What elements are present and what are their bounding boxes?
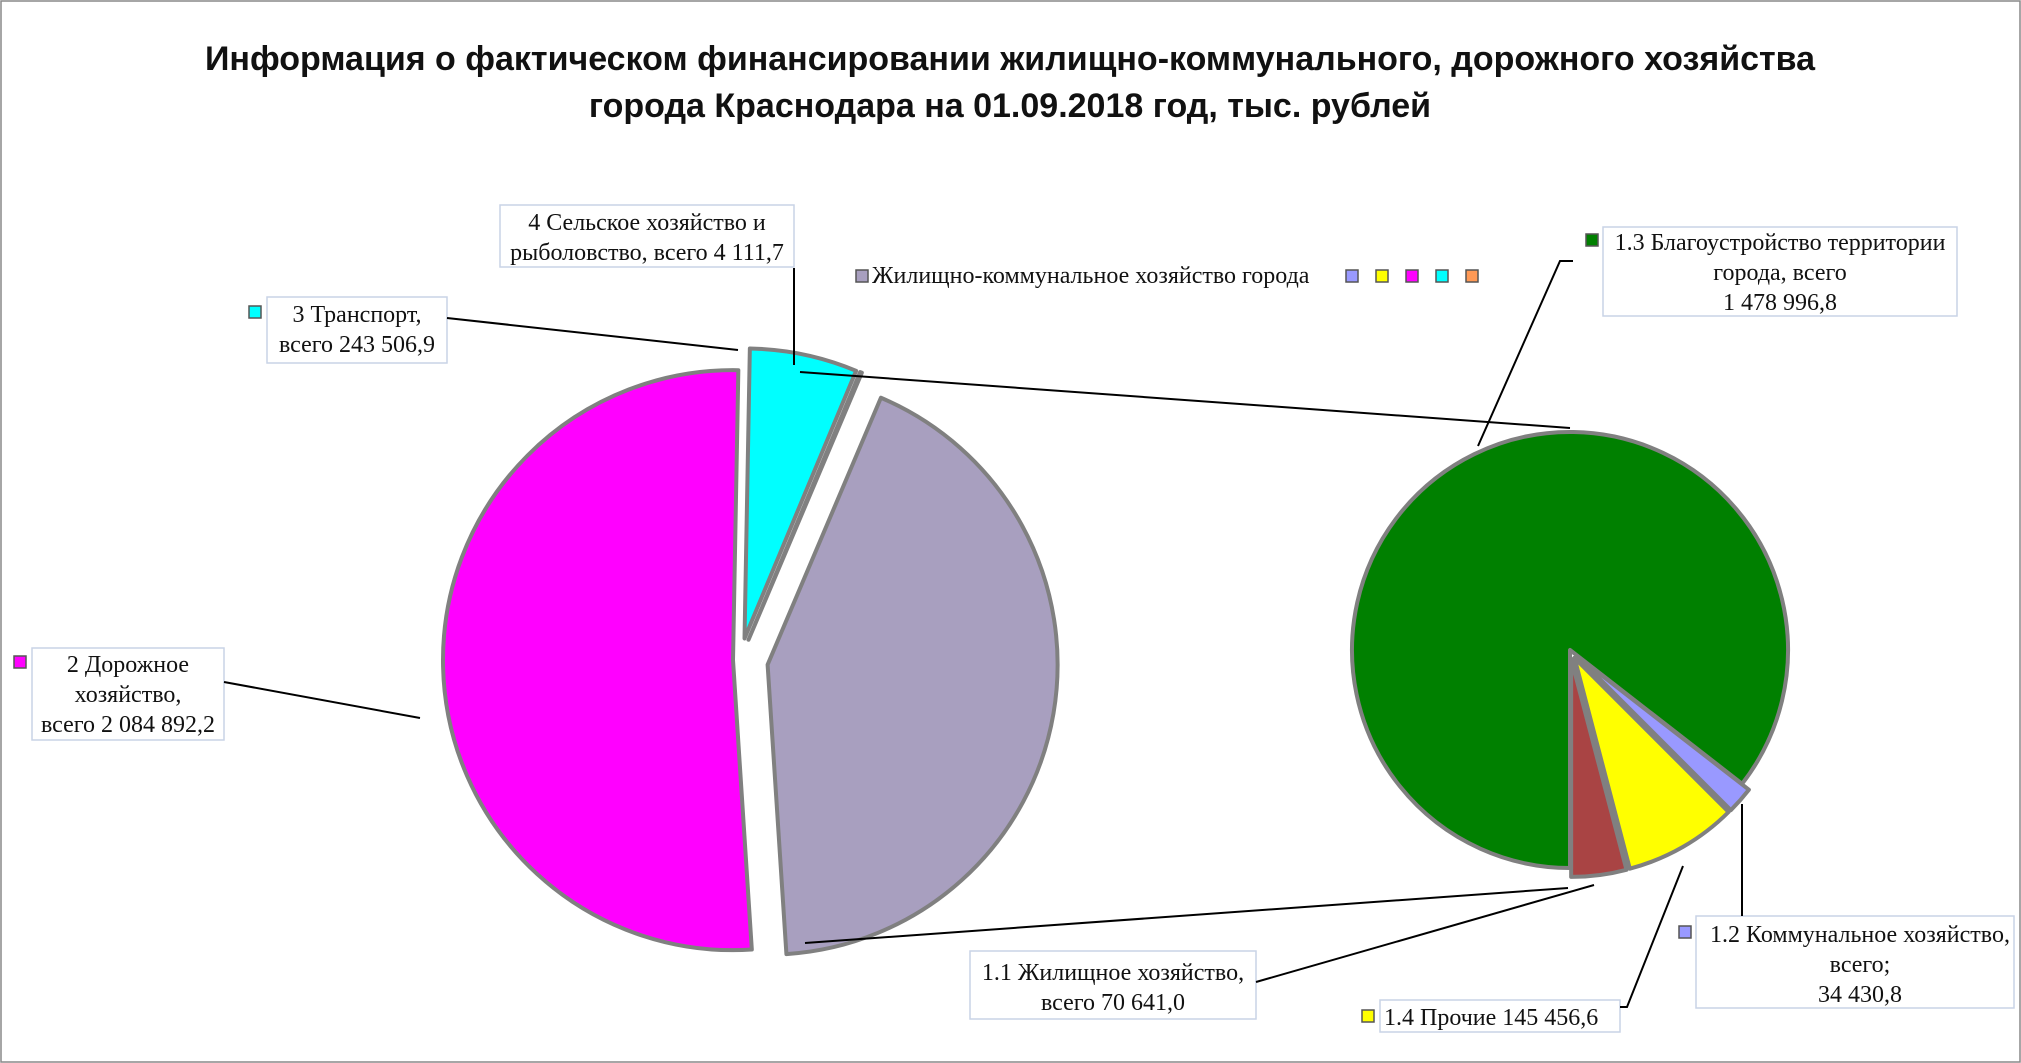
chart-title-line: Информация о фактическом финансировании … [205, 40, 1816, 78]
chart-title-line: города Краснодара на 01.09.2018 год, тыс… [589, 87, 1431, 125]
label-roads-text: хозяйство, [75, 682, 182, 708]
leader-other [1620, 865, 1684, 1008]
label-improvement-text: 1 478 996,8 [1723, 290, 1837, 316]
label-transport-box [266, 296, 448, 364]
label-other-text: 1.4 Прочие 145 456,6 [1384, 1005, 1598, 1031]
label-improvement-text: города, всего [1713, 260, 1846, 286]
label-agriculture-box [499, 204, 795, 268]
label-roads-box [31, 647, 225, 741]
label-other-box [1379, 999, 1621, 1033]
sec-slice-other [1572, 655, 1731, 871]
label-improvement: 1.3 Благоустройство территории города, вс… [1585, 226, 1958, 317]
label-other-marker [1361, 1009, 1375, 1023]
legend-marker-extra [1405, 269, 1419, 283]
legend-marker-extra [1465, 269, 1479, 283]
label-roads: 2 Дорожное хозяйство, всего 2 084 892,2 [13, 647, 225, 741]
label-communal-text: 1.2 Коммунальное хозяйство, [1710, 922, 2010, 948]
sec-slice-residential [1569, 656, 1629, 879]
legend-marker-extra [1435, 269, 1449, 283]
label-improvement-box [1602, 226, 1958, 317]
label-roads-text: 2 Дорожное [67, 652, 189, 678]
label-residential-text: всего 70 641,0 [1041, 990, 1185, 1016]
label-transport-text: всего 243 506,9 [279, 332, 435, 358]
label-communal: 1.2 Коммунальное хозяйство, всего; 34 430,… [1678, 915, 2015, 1009]
label-residential: 1.1 Жилищное хозяйство, всего 70 641,0 [969, 950, 1257, 1020]
label-agriculture: 4 Сельское хозяйство и рыболовство, всего… [499, 204, 795, 268]
main-slice-agriculture [746, 370, 864, 642]
legend-marker-housing [855, 269, 869, 283]
legend-marker-extra [1345, 269, 1359, 283]
legend: Жилищно-коммунальное хозяйство города [855, 263, 1479, 289]
leader-transport [446, 317, 739, 351]
label-agriculture-text: 4 Сельское хозяйство и [528, 210, 766, 236]
label-communal-box [1695, 915, 2015, 1009]
label-residential-box [969, 950, 1257, 1020]
main-slice-roads [441, 368, 754, 953]
label-improvement-marker [1585, 233, 1599, 247]
label-communal-text: всего; [1830, 952, 1891, 978]
connector-line-top [799, 371, 1571, 429]
label-communal-marker [1678, 925, 1692, 939]
label-roads-text: всего 2 084 892,2 [41, 712, 215, 738]
legend-marker-extra [1375, 269, 1389, 283]
label-residential-text: 1.1 Жилищное хозяйство, [982, 960, 1244, 986]
sec-slice-improvement [1350, 430, 1790, 870]
leader-roads [223, 681, 421, 719]
legend-text-housing: Жилищно-коммунальное хозяйство города [872, 263, 1310, 289]
label-communal-text: 34 430,8 [1818, 982, 1902, 1008]
leader-improvement [1477, 260, 1573, 447]
label-other: 1.4 Прочие 145 456,6 [1361, 999, 1621, 1033]
leader-residential [1255, 884, 1595, 983]
label-roads-marker [13, 655, 27, 669]
label-agriculture-text: рыболовство, всего 4 111,7 [510, 240, 784, 266]
label-transport-marker [248, 305, 262, 319]
label-improvement-text: 1.3 Благоустройство территории [1615, 230, 1946, 256]
main-slice-transport [742, 346, 859, 641]
connector-line-bottom [804, 887, 1569, 944]
main-slice-housing [765, 395, 1060, 957]
sec-slice-communal [1574, 653, 1751, 813]
label-transport: 3 Транспорт, всего 243 506,9 [248, 296, 448, 364]
label-transport-text: 3 Транспорт, [292, 302, 421, 328]
